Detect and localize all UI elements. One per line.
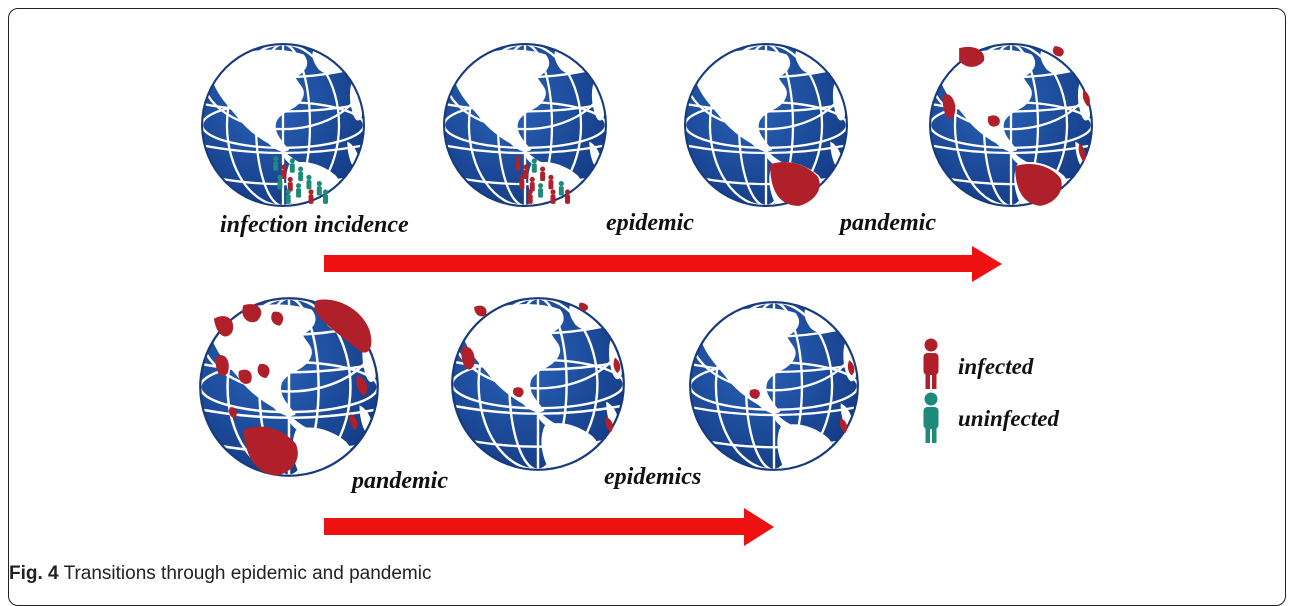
globe-pandemic-receding: [450, 296, 626, 472]
legend-label-infected: infected: [958, 354, 1034, 379]
globe-pandemic-widespread: [198, 296, 380, 478]
globe-infection-incidence: [200, 42, 366, 208]
stage-label-pandemic: pandemic: [840, 210, 936, 236]
infected-person-icon: [923, 338, 939, 389]
progression-arrow-bottom: [324, 508, 774, 546]
globe-epidemics: [688, 300, 860, 472]
stage-label-epidemics: epidemics: [604, 464, 702, 490]
progression-arrow-top: [324, 246, 1002, 282]
globe-epidemic: [683, 42, 849, 208]
figure-caption: Fig. 4 Transitions through epidemic and …: [9, 563, 431, 585]
caption-figure-number: Fig. 4: [9, 563, 59, 584]
legend-label-uninfected: uninfected: [958, 406, 1059, 431]
globe-epidemic-early: [442, 42, 608, 208]
stage-label-pandemic-bottom: pandemic: [352, 468, 448, 494]
stage-label-epidemic: epidemic: [606, 210, 694, 236]
globe-pandemic-spread: [928, 42, 1094, 208]
stage-label-infection-incidence: infection incidence: [220, 212, 409, 238]
uninfected-person-icon: [923, 392, 939, 443]
caption-text: Transitions through epidemic and pandemi…: [63, 563, 432, 584]
